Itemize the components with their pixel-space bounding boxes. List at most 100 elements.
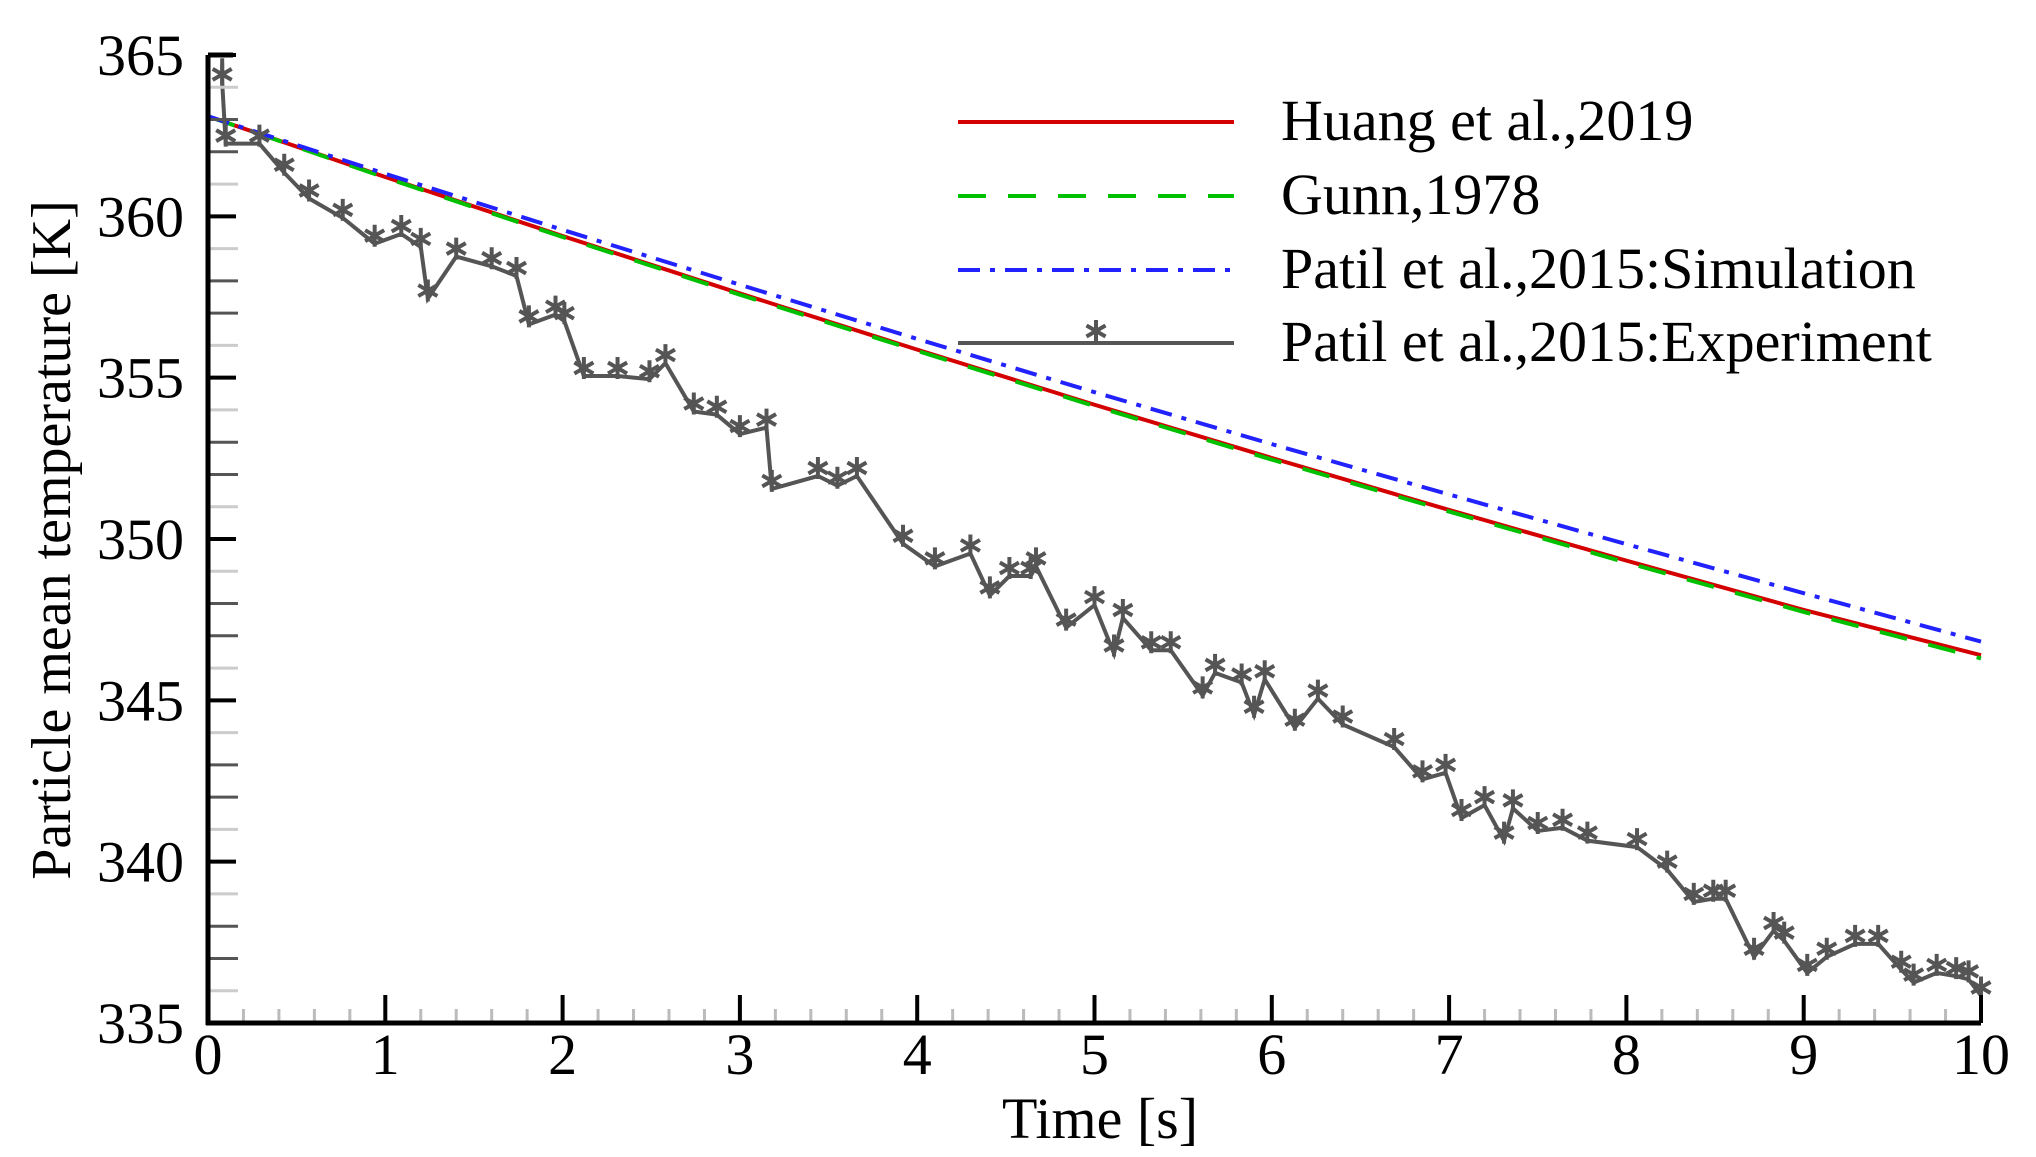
data-point-star (1243, 695, 1265, 718)
data-point-star (1493, 821, 1515, 844)
data-point-star (654, 344, 676, 367)
data-point-star (892, 524, 914, 547)
y-tick-label: 360 (97, 184, 184, 249)
data-point-star (417, 279, 439, 302)
legend-star-icon (1085, 320, 1107, 342)
data-point-star (1025, 547, 1047, 570)
data-point-star (573, 356, 595, 379)
data-point-star (1683, 882, 1705, 905)
data-point-star (1160, 631, 1182, 654)
data-point-star (1332, 705, 1354, 728)
data-point-star (1502, 789, 1524, 812)
legend-label: Patil et al.,2015:Simulation (1281, 236, 1916, 301)
data-point-star (959, 534, 981, 557)
x-tick-label: 1 (371, 1022, 400, 1087)
data-point-star (1626, 828, 1648, 851)
x-tick-label: 2 (548, 1022, 577, 1087)
data-point-star (826, 466, 848, 489)
data-point-star (755, 408, 778, 431)
data-point-star (505, 256, 528, 279)
series-2 (207, 114, 1982, 644)
x-tick-label: 4 (903, 1022, 932, 1087)
data-point-star (729, 415, 751, 438)
data-point-star (1204, 653, 1226, 676)
x-axis-label: Time [s] (1002, 1086, 1198, 1151)
x-tick-label: 7 (1435, 1022, 1464, 1087)
legend-entry-3: Patil et al.,2015:Experiment (958, 309, 1932, 374)
series-0 (207, 114, 1982, 658)
data-point-star (607, 356, 629, 379)
data-point-star (1474, 786, 1496, 809)
data-point-star (1552, 808, 1574, 831)
y-tick-label: 345 (97, 668, 184, 733)
x-tick-label: 5 (1080, 1022, 1109, 1087)
series-line (207, 114, 1982, 658)
data-point-star (1970, 976, 1992, 999)
data-point-star (1192, 676, 1214, 699)
data-point-star (1055, 608, 1077, 631)
legend-entry-1: Gunn,1978 (958, 162, 1540, 227)
series-3 (211, 58, 1992, 999)
data-point-star (553, 302, 575, 325)
series-line (207, 114, 1982, 661)
y-tick-label: 365 (97, 23, 184, 88)
data-point-star (248, 124, 270, 147)
data-point-star (1112, 598, 1134, 621)
data-point-star (1083, 586, 1106, 609)
data-point-star (298, 179, 320, 202)
data-point-star (979, 576, 1001, 599)
data-point-star (1435, 753, 1457, 776)
data-point-star (1231, 663, 1253, 686)
data-point-star (1450, 799, 1473, 822)
data-point-star (1656, 850, 1678, 873)
x-tick-label: 9 (1789, 1022, 1818, 1087)
data-point-star (1816, 937, 1838, 960)
series-line (220, 58, 1983, 997)
data-point-star (518, 305, 540, 328)
data-point-star (215, 124, 237, 147)
data-point-star (1103, 634, 1125, 657)
data-point-star (481, 247, 503, 270)
data-point-star (761, 469, 783, 492)
series-layer (207, 58, 1992, 999)
legend-label: Gunn,1978 (1281, 162, 1540, 227)
data-point-star (1254, 660, 1276, 683)
x-tick-label: 8 (1612, 1022, 1641, 1087)
data-point-star (1411, 760, 1434, 783)
data-point-star (364, 224, 386, 247)
data-point-star (683, 392, 705, 415)
data-point-star (706, 395, 728, 418)
data-point-star (924, 547, 946, 570)
legend-label: Patil et al.,2015:Experiment (1281, 309, 1932, 374)
data-point-star (1284, 708, 1306, 731)
data-point-star (1773, 921, 1795, 944)
legend: Huang et al.,2019 Gunn,1978 Patil et al.,2… (958, 88, 1932, 374)
legend-entry-2: Patil et al.,2015:Simulation (958, 236, 1916, 301)
y-tick-label: 355 (97, 346, 184, 411)
data-point-star (1796, 953, 1818, 976)
data-point-star (1140, 631, 1162, 654)
y-tick-label: 350 (97, 507, 184, 572)
data-point-star (1763, 911, 1785, 934)
data-point-star (1903, 963, 1925, 986)
data-point-star (410, 227, 432, 250)
data-point-star (390, 215, 412, 238)
data-point-star (807, 457, 829, 480)
data-point-star (998, 557, 1020, 580)
x-tick-label: 3 (725, 1022, 754, 1087)
data-point-star (1890, 950, 1912, 973)
data-point-star (273, 153, 295, 176)
data-point-star (332, 198, 354, 221)
data-point-star (1576, 821, 1598, 844)
data-point-star (846, 457, 868, 480)
data-point-star (445, 237, 467, 260)
data-point-star (1383, 728, 1405, 751)
data-point-star (1945, 957, 1967, 980)
y-tick-label: 335 (97, 991, 184, 1056)
data-point-star (1307, 679, 1329, 702)
series-line (207, 114, 1982, 644)
data-point-star (1958, 960, 1980, 983)
x-tick-label: 0 (194, 1022, 223, 1087)
